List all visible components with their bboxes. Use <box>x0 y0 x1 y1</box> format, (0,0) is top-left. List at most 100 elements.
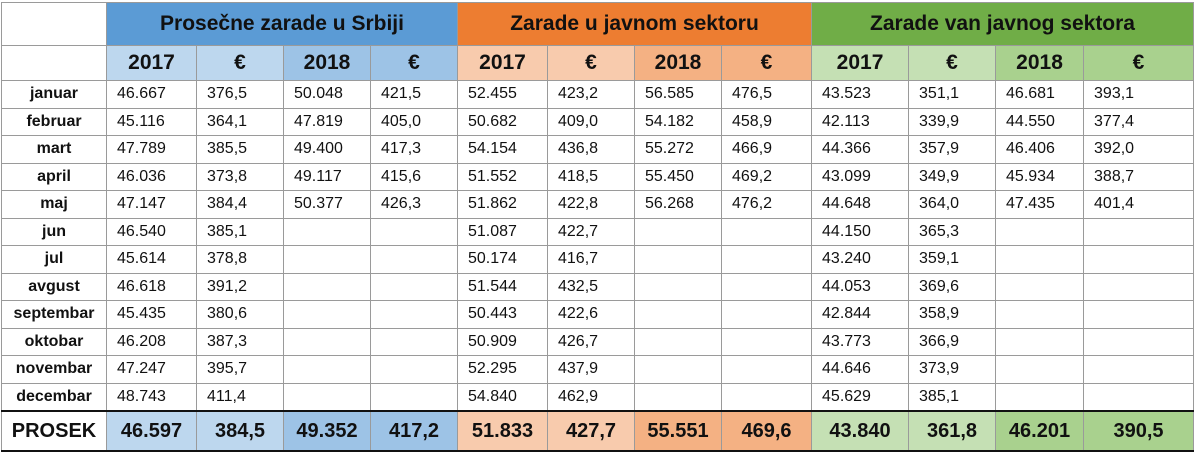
value-cell[interactable] <box>995 382 1085 412</box>
total-value-cell[interactable]: 49.352 <box>283 410 371 452</box>
value-cell[interactable] <box>634 327 722 356</box>
value-cell[interactable]: 46.618 <box>106 272 197 301</box>
value-cell[interactable] <box>370 382 458 412</box>
value-cell[interactable]: 44.646 <box>811 355 910 384</box>
value-cell[interactable]: 423,2 <box>547 80 635 109</box>
value-cell[interactable]: 47.789 <box>106 135 197 164</box>
subheader-eur[interactable]: € <box>720 45 813 81</box>
value-cell[interactable] <box>634 300 722 329</box>
corner-cell-2[interactable] <box>1 45 107 81</box>
value-cell[interactable]: 391,2 <box>196 272 284 301</box>
value-cell[interactable]: 55.272 <box>634 135 722 164</box>
value-cell[interactable]: 49.117 <box>283 162 371 191</box>
value-cell[interactable]: 46.667 <box>106 80 197 109</box>
total-value-cell[interactable]: 43.840 <box>811 410 910 452</box>
value-cell[interactable]: 411,4 <box>196 382 284 412</box>
value-cell[interactable]: 47.247 <box>106 355 197 384</box>
subheader-2018[interactable]: 2018 <box>283 45 371 81</box>
value-cell[interactable]: 50.682 <box>457 107 548 136</box>
value-cell[interactable]: 358,9 <box>908 300 997 329</box>
value-cell[interactable]: 366,9 <box>908 327 997 356</box>
value-cell[interactable]: 51.552 <box>457 162 548 191</box>
value-cell[interactable]: 385,1 <box>196 217 284 246</box>
value-cell[interactable]: 373,9 <box>908 355 997 384</box>
total-value-cell[interactable]: 46.201 <box>995 410 1085 452</box>
value-cell[interactable] <box>634 272 722 301</box>
value-cell[interactable]: 469,2 <box>720 162 813 191</box>
value-cell[interactable]: 50.377 <box>283 190 371 219</box>
total-value-cell[interactable]: 427,7 <box>547 410 635 452</box>
value-cell[interactable] <box>283 245 371 274</box>
value-cell[interactable]: 45.934 <box>995 162 1085 191</box>
month-label[interactable]: decembar <box>1 382 107 412</box>
value-cell[interactable]: 378,8 <box>196 245 284 274</box>
value-cell[interactable] <box>634 217 722 246</box>
value-cell[interactable] <box>283 272 371 301</box>
value-cell[interactable]: 52.455 <box>457 80 548 109</box>
value-cell[interactable] <box>1083 217 1195 246</box>
value-cell[interactable]: 46.208 <box>106 327 197 356</box>
value-cell[interactable] <box>720 327 813 356</box>
group-title-srbija[interactable]: Prosečne zarade u Srbiji <box>106 2 458 46</box>
value-cell[interactable]: 364,0 <box>908 190 997 219</box>
value-cell[interactable]: 45.435 <box>106 300 197 329</box>
value-cell[interactable] <box>634 355 722 384</box>
value-cell[interactable]: 50.174 <box>457 245 548 274</box>
value-cell[interactable]: 56.268 <box>634 190 722 219</box>
group-title-van-javnog[interactable]: Zarade van javnog sektora <box>811 2 1195 46</box>
subheader-2017[interactable]: 2017 <box>811 45 910 81</box>
subheader-eur[interactable]: € <box>547 45 635 81</box>
value-cell[interactable] <box>283 382 371 412</box>
value-cell[interactable]: 432,5 <box>547 272 635 301</box>
value-cell[interactable] <box>720 217 813 246</box>
value-cell[interactable] <box>995 327 1085 356</box>
value-cell[interactable]: 44.366 <box>811 135 910 164</box>
subheader-eur[interactable]: € <box>908 45 997 81</box>
total-label[interactable]: PROSEK <box>1 410 107 452</box>
value-cell[interactable] <box>720 382 813 412</box>
value-cell[interactable]: 415,6 <box>370 162 458 191</box>
value-cell[interactable]: 357,9 <box>908 135 997 164</box>
total-value-cell[interactable]: 469,6 <box>720 410 813 452</box>
value-cell[interactable]: 462,9 <box>547 382 635 412</box>
value-cell[interactable]: 48.743 <box>106 382 197 412</box>
month-label[interactable]: novembar <box>1 355 107 384</box>
value-cell[interactable]: 380,6 <box>196 300 284 329</box>
value-cell[interactable]: 45.116 <box>106 107 197 136</box>
value-cell[interactable]: 50.443 <box>457 300 548 329</box>
value-cell[interactable]: 46.406 <box>995 135 1085 164</box>
value-cell[interactable]: 476,5 <box>720 80 813 109</box>
total-value-cell[interactable]: 51.833 <box>457 410 548 452</box>
value-cell[interactable]: 416,7 <box>547 245 635 274</box>
subheader-2017[interactable]: 2017 <box>106 45 197 81</box>
subheader-2018[interactable]: 2018 <box>634 45 722 81</box>
value-cell[interactable] <box>720 300 813 329</box>
value-cell[interactable] <box>283 327 371 356</box>
month-label[interactable]: april <box>1 162 107 191</box>
value-cell[interactable]: 458,9 <box>720 107 813 136</box>
value-cell[interactable]: 392,0 <box>1083 135 1195 164</box>
value-cell[interactable]: 43.523 <box>811 80 910 109</box>
month-label[interactable]: jun <box>1 217 107 246</box>
value-cell[interactable]: 422,8 <box>547 190 635 219</box>
month-label[interactable]: maj <box>1 190 107 219</box>
value-cell[interactable]: 45.614 <box>106 245 197 274</box>
subheader-eur[interactable]: € <box>196 45 284 81</box>
value-cell[interactable]: 369,6 <box>908 272 997 301</box>
value-cell[interactable]: 56.585 <box>634 80 722 109</box>
total-value-cell[interactable]: 384,5 <box>196 410 284 452</box>
value-cell[interactable] <box>995 300 1085 329</box>
value-cell[interactable]: 422,7 <box>547 217 635 246</box>
value-cell[interactable]: 387,3 <box>196 327 284 356</box>
subheader-2018[interactable]: 2018 <box>995 45 1085 81</box>
value-cell[interactable] <box>1083 300 1195 329</box>
value-cell[interactable] <box>634 245 722 274</box>
total-value-cell[interactable]: 390,5 <box>1083 410 1195 452</box>
value-cell[interactable]: 44.550 <box>995 107 1085 136</box>
month-label[interactable]: oktobar <box>1 327 107 356</box>
value-cell[interactable]: 409,0 <box>547 107 635 136</box>
value-cell[interactable] <box>370 272 458 301</box>
value-cell[interactable]: 385,5 <box>196 135 284 164</box>
value-cell[interactable]: 51.544 <box>457 272 548 301</box>
value-cell[interactable]: 49.400 <box>283 135 371 164</box>
